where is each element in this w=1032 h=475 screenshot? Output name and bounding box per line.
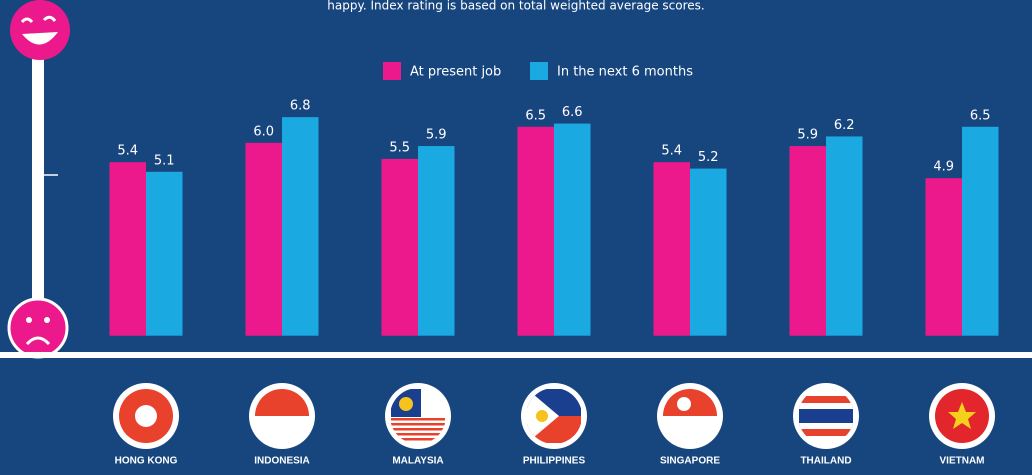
flag-star xyxy=(948,402,976,429)
legend-label: At present job xyxy=(410,65,501,80)
flag-blue xyxy=(799,409,853,423)
flag xyxy=(934,388,990,444)
flag xyxy=(254,388,310,444)
value-label: 6.5 xyxy=(525,108,546,123)
flag-stripe xyxy=(391,423,445,426)
x-tick-label: INDONESIA xyxy=(254,456,310,467)
value-label: 5.5 xyxy=(389,140,410,155)
bar xyxy=(381,158,418,336)
flag-stripe xyxy=(391,418,445,421)
bar xyxy=(554,123,591,336)
value-label: 6.8 xyxy=(290,99,311,114)
bar xyxy=(653,162,690,336)
baseline xyxy=(0,352,1032,358)
flag xyxy=(526,388,582,444)
x-tick-label: THAILAND xyxy=(800,456,851,467)
flag-stripe xyxy=(391,438,445,441)
value-label: 6.6 xyxy=(562,105,583,120)
value-label: 5.9 xyxy=(426,128,447,143)
x-tick-label: MALAYSIA xyxy=(392,456,443,467)
flag-sun xyxy=(536,410,548,422)
value-label: 5.1 xyxy=(154,153,175,168)
x-tick-label: VIETNAM xyxy=(940,456,985,467)
flag-crescent xyxy=(399,397,413,411)
flag xyxy=(798,388,854,444)
value-label: 6.5 xyxy=(970,108,991,123)
bar xyxy=(962,126,999,336)
x-tick-label: PHILIPPINES xyxy=(523,456,586,467)
flag-field xyxy=(255,389,309,416)
bar xyxy=(282,117,319,336)
bar xyxy=(925,178,962,336)
bar xyxy=(826,136,863,336)
flag xyxy=(662,388,718,444)
x-tick-label: HONG KONG xyxy=(115,456,178,467)
legend-label: In the next 6 months xyxy=(557,65,693,80)
value-label: 5.2 xyxy=(698,150,719,165)
value-label: 5.4 xyxy=(661,144,682,159)
x-tick-label: SINGAPORE xyxy=(660,456,720,467)
value-label: 6.2 xyxy=(834,118,855,133)
bar xyxy=(690,168,727,336)
flags xyxy=(113,383,995,449)
flag-moon xyxy=(677,397,691,411)
bar xyxy=(146,171,183,336)
bar xyxy=(789,146,826,336)
subtitle: happy. Index rating is based on total we… xyxy=(327,0,704,13)
legend-swatch xyxy=(383,62,401,80)
flag xyxy=(390,388,446,444)
value-label: 5.9 xyxy=(797,128,818,143)
legend-swatch xyxy=(530,62,548,80)
value-label: 4.9 xyxy=(933,160,954,175)
value-label: 6.0 xyxy=(253,124,274,139)
flag-stripe xyxy=(391,428,445,431)
flag-stripe xyxy=(391,433,445,436)
value-label: 5.4 xyxy=(117,144,138,159)
bar xyxy=(418,146,455,336)
bar xyxy=(109,162,146,336)
bar xyxy=(245,142,282,336)
flag-emblem xyxy=(135,405,157,427)
bar xyxy=(517,126,554,336)
flag xyxy=(118,388,174,444)
